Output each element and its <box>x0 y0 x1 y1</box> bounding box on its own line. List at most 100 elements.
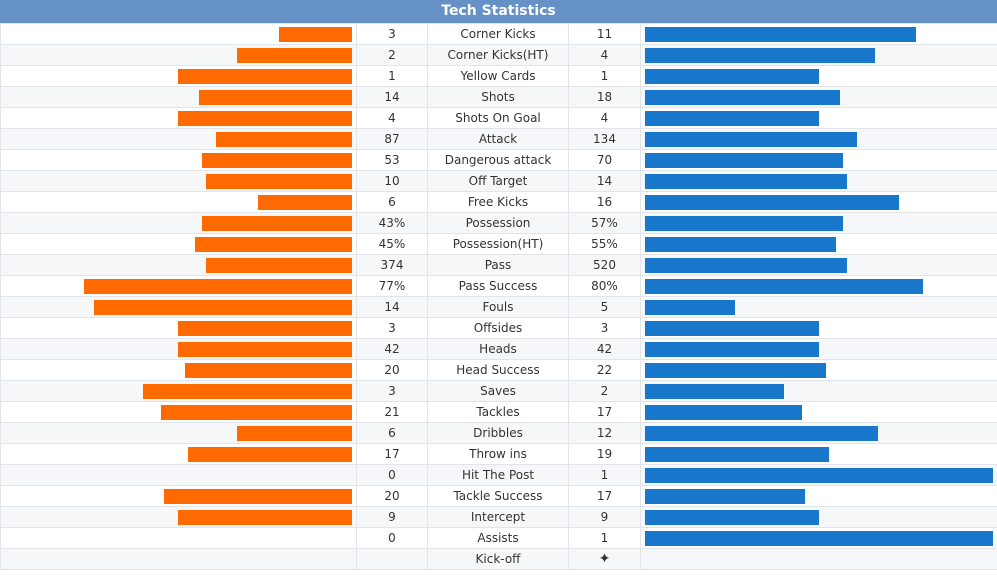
away-value: 11 <box>568 23 641 45</box>
stat-label: Throw ins <box>427 443 569 465</box>
away-value: 9 <box>568 506 641 528</box>
away-value: 520 <box>568 254 641 276</box>
home-value: 3 <box>356 317 428 339</box>
home-stat-bar <box>237 426 352 441</box>
away-stat-bar <box>645 174 847 189</box>
home-bar-cell <box>0 233 357 255</box>
stat-label: Corner Kicks(HT) <box>427 44 569 66</box>
empty-cell <box>356 548 428 570</box>
away-value: 4 <box>568 44 641 66</box>
away-bar-cell <box>640 422 997 444</box>
away-stat-bar <box>645 258 847 273</box>
stat-row: 10 Off Target 14 <box>0 170 997 192</box>
away-stat-bar <box>645 90 840 105</box>
home-value: 20 <box>356 359 428 381</box>
home-bar-cell <box>0 254 357 276</box>
home-value: 1 <box>356 65 428 87</box>
home-value: 42 <box>356 338 428 360</box>
stat-label: Fouls <box>427 296 569 318</box>
home-bar-cell <box>0 422 357 444</box>
away-bar-cell <box>640 380 997 402</box>
stat-label: Assists <box>427 527 569 549</box>
away-bar-cell <box>640 23 997 45</box>
home-value: 3 <box>356 23 428 45</box>
home-stat-bar <box>202 216 352 231</box>
away-value: 19 <box>568 443 641 465</box>
stat-row: 45% Possession(HT) 55% <box>0 233 997 255</box>
home-bar-cell <box>0 401 357 423</box>
home-bar-cell <box>0 296 357 318</box>
home-stat-bar <box>195 237 352 252</box>
kickoff-row: Kick-off ✦ <box>0 548 997 570</box>
away-value: 55% <box>568 233 641 255</box>
home-stat-bar <box>185 363 352 378</box>
home-stat-bar <box>164 489 352 504</box>
home-bar-cell <box>0 23 357 45</box>
away-bar-cell <box>640 527 997 549</box>
home-stat-bar <box>216 132 352 147</box>
away-bar-cell <box>640 359 997 381</box>
stat-label: Pass <box>427 254 569 276</box>
home-bar-cell <box>0 464 357 486</box>
away-bar-cell <box>640 296 997 318</box>
kickoff-indicator-cell: ✦ <box>568 548 641 570</box>
away-value: 134 <box>568 128 641 150</box>
home-value: 87 <box>356 128 428 150</box>
home-stat-bar <box>84 279 352 294</box>
away-value: 12 <box>568 422 641 444</box>
home-value: 374 <box>356 254 428 276</box>
away-value: 1 <box>568 527 641 549</box>
away-stat-bar <box>645 447 829 462</box>
empty-cell <box>0 548 357 570</box>
stat-label: Shots <box>427 86 569 108</box>
home-bar-cell <box>0 443 357 465</box>
away-bar-cell <box>640 275 997 297</box>
away-value: 4 <box>568 107 641 129</box>
home-stat-bar <box>188 447 352 462</box>
away-value: 3 <box>568 317 641 339</box>
home-value: 0 <box>356 527 428 549</box>
home-value: 4 <box>356 107 428 129</box>
stat-row: 9 Intercept 9 <box>0 506 997 528</box>
stat-label: Yellow Cards <box>427 65 569 87</box>
away-stat-bar <box>645 111 819 126</box>
away-bar-cell <box>640 338 997 360</box>
away-stat-bar <box>645 321 819 336</box>
panel-title: Tech Statistics <box>0 0 997 23</box>
home-stat-bar <box>178 342 352 357</box>
stat-row: 1 Yellow Cards 1 <box>0 65 997 87</box>
stat-row: 3 Saves 2 <box>0 380 997 402</box>
stat-row: 2 Corner Kicks(HT) 4 <box>0 44 997 66</box>
away-stat-bar <box>645 237 836 252</box>
home-value: 14 <box>356 86 428 108</box>
away-bar-cell <box>640 128 997 150</box>
away-bar-cell <box>640 464 997 486</box>
home-bar-cell <box>0 65 357 87</box>
stat-label: Dangerous attack <box>427 149 569 171</box>
home-value: 6 <box>356 422 428 444</box>
away-value: 17 <box>568 485 641 507</box>
home-value: 20 <box>356 485 428 507</box>
home-bar-cell <box>0 317 357 339</box>
home-bar-cell <box>0 86 357 108</box>
away-bar-cell <box>640 107 997 129</box>
home-bar-cell <box>0 380 357 402</box>
home-bar-cell <box>0 128 357 150</box>
stat-row: 42 Heads 42 <box>0 338 997 360</box>
away-stat-bar <box>645 531 993 546</box>
away-value: 14 <box>568 170 641 192</box>
away-value: 22 <box>568 359 641 381</box>
stat-label: Possession(HT) <box>427 233 569 255</box>
home-bar-cell <box>0 275 357 297</box>
stat-label: Free Kicks <box>427 191 569 213</box>
away-stat-bar <box>645 510 819 525</box>
stat-label: Corner Kicks <box>427 23 569 45</box>
stat-label: Shots On Goal <box>427 107 569 129</box>
stat-row: 6 Free Kicks 16 <box>0 191 997 213</box>
away-stat-bar <box>645 363 826 378</box>
stat-row: 3 Offsides 3 <box>0 317 997 339</box>
away-stat-bar <box>645 489 805 504</box>
stat-row: 6 Dribbles 12 <box>0 422 997 444</box>
away-bar-cell <box>640 191 997 213</box>
